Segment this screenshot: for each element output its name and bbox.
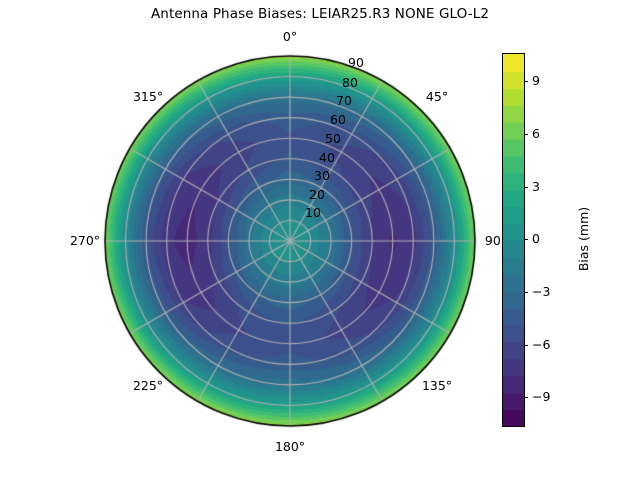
colorbar-tick--3: −3 — [532, 283, 551, 299]
radial-tick-80: 80 — [342, 74, 358, 90]
radial-tick-50: 50 — [325, 130, 341, 146]
colorbar-tickmark--9 — [524, 397, 528, 398]
colorbar-tickmark-6 — [524, 134, 528, 135]
colorbar-tick-3: 3 — [532, 178, 540, 194]
radial-tick-20: 20 — [309, 186, 325, 202]
colorbar-tickmark--3 — [524, 292, 528, 293]
colorbar-tick--6: −6 — [532, 336, 551, 352]
angular-tick-135: 135° — [421, 377, 453, 393]
colorbar-tickmark--6 — [524, 345, 528, 346]
colorbar-tick-9: 9 — [532, 72, 540, 88]
radial-tick-30: 30 — [314, 167, 330, 183]
angular-tick-315: 315° — [132, 88, 164, 104]
colorbar-tick-6: 6 — [532, 125, 540, 141]
radial-tick-40: 40 — [319, 149, 335, 165]
radial-tick-70: 70 — [336, 92, 352, 108]
colorbar-tick-0: 0 — [532, 230, 540, 246]
angular-tick-225: 225° — [132, 377, 164, 393]
radial-tick-10: 10 — [305, 204, 321, 220]
colorbar-tickmark-3 — [524, 187, 528, 188]
angular-tick-90: 90° — [484, 232, 508, 248]
colorbar-tickmark-0 — [524, 239, 528, 240]
radial-tick-90: 90 — [348, 54, 364, 70]
angular-tick-45: 45° — [425, 88, 449, 104]
colorbar-gradient — [503, 54, 524, 426]
colorbar — [502, 53, 525, 427]
colorbar-tickmark-9 — [524, 81, 528, 82]
radial-tick-60: 60 — [330, 111, 346, 127]
angular-tick-0: 0° — [282, 28, 298, 44]
colorbar-axis-label: Bias (mm) — [576, 206, 591, 272]
page-title: Antenna Phase Biases: LEIAR25.R3 NONE GL… — [150, 6, 490, 22]
colorbar-tick--9: −9 — [532, 388, 551, 404]
angular-tick-270: 270° — [69, 232, 101, 248]
angular-tick-180: 180° — [274, 438, 306, 454]
